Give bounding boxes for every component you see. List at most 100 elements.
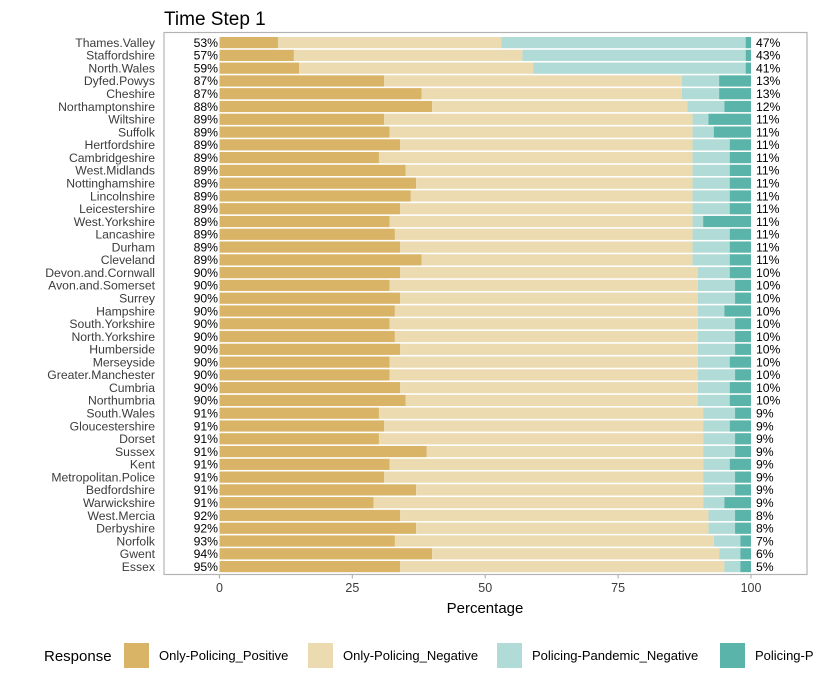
bar-segment [219, 343, 401, 355]
left-percent-label: 91% [194, 458, 219, 472]
category-label: Northumbria [88, 394, 155, 408]
bar-segment [400, 343, 698, 355]
left-percent-label: 91% [194, 483, 219, 497]
bar-segment [692, 190, 730, 202]
bar-segment [219, 113, 385, 125]
right-percent-label: 47% [756, 36, 781, 50]
bar-segment [410, 190, 693, 202]
legend-title: Response [44, 648, 112, 665]
bar-segment [400, 241, 693, 253]
right-percent-label: 12% [756, 100, 781, 114]
bar-segment [713, 535, 741, 547]
bar-segment [219, 164, 406, 176]
category-label: West.Mercia [88, 509, 156, 523]
category-label: Nottinghamshire [66, 176, 155, 190]
bar-segment [389, 279, 698, 292]
bar-segment [219, 228, 395, 240]
bar-segment [416, 522, 709, 534]
bar-segment [724, 560, 741, 573]
x-tick-label: 25 [345, 581, 359, 595]
category-label: Lincolnshire [90, 189, 155, 203]
bar-segment [394, 228, 693, 240]
bar-segment [692, 254, 730, 266]
bar-segment [400, 267, 698, 279]
bar-segment [703, 471, 736, 483]
bar-segment [697, 330, 736, 343]
left-percent-label: 89% [194, 228, 219, 242]
left-percent-label: 89% [194, 164, 219, 178]
category-label: Staffordshire [86, 49, 155, 63]
bar-segment [692, 215, 704, 228]
bar-segment [219, 126, 390, 138]
bar-segment [378, 152, 693, 164]
bar-segment [384, 75, 682, 87]
left-percent-label: 89% [194, 253, 219, 267]
bar-segment [219, 471, 385, 483]
left-percent-label: 95% [194, 560, 219, 574]
bar-segment [501, 37, 746, 49]
bar-segment [219, 420, 385, 432]
right-percent-label: 10% [756, 368, 781, 382]
bar-segment [729, 228, 751, 240]
bar-segment [703, 420, 730, 432]
right-percent-label: 10% [756, 343, 781, 357]
bar-segment [703, 407, 736, 419]
category-label: Humberside [89, 343, 155, 357]
category-label: Kent [130, 458, 156, 472]
left-percent-label: 91% [194, 496, 219, 510]
bar-segment [421, 254, 693, 266]
right-percent-label: 11% [756, 240, 780, 254]
category-label: Gwent [120, 547, 156, 561]
bar-segment [697, 318, 736, 330]
category-label: Gloucestershire [70, 419, 156, 433]
bar-segment [219, 560, 401, 573]
bar-segment [277, 37, 502, 49]
right-percent-label: 11% [756, 189, 780, 203]
left-percent-label: 89% [194, 240, 219, 254]
right-percent-label: 10% [756, 317, 781, 331]
bar-segment [219, 241, 401, 253]
right-percent-label: 5% [756, 560, 774, 574]
left-percent-label: 88% [194, 100, 219, 114]
left-percent-label: 92% [194, 522, 219, 536]
bar-segment [719, 88, 751, 100]
category-label: Dyfed.Powys [84, 74, 155, 88]
bar-segment [405, 394, 698, 407]
left-percent-label: 94% [194, 547, 219, 561]
category-label: Warwickshire [83, 496, 155, 510]
left-percent-label: 89% [194, 113, 219, 127]
bar-segment [219, 37, 278, 49]
bar-segment [708, 522, 736, 534]
right-percent-label: 13% [756, 87, 781, 101]
left-percent-label: 91% [194, 419, 219, 433]
bar-segment [703, 458, 730, 470]
left-percent-label: 89% [194, 189, 219, 203]
right-percent-label: 10% [756, 279, 781, 293]
right-percent-label: 11% [756, 253, 780, 267]
right-percent-label: 10% [756, 266, 781, 280]
left-percent-label: 89% [194, 215, 219, 229]
bar-segment [293, 49, 523, 61]
bar-segment [384, 471, 704, 483]
legend-label: Policing-P [755, 648, 814, 663]
bar-segment [729, 241, 751, 253]
legend: Only-Policing_Positive Only-Policing_Nega… [124, 643, 814, 668]
bar-segment [697, 356, 730, 368]
bar-segment [745, 49, 751, 61]
left-percent-labels: 53%57%59%87%87%88%89%89%89%89%89%89%89%8… [194, 36, 219, 574]
bar-segment [692, 139, 730, 151]
bar-segment [697, 394, 730, 407]
bar-segment [400, 509, 709, 522]
bar-segment [697, 382, 730, 394]
bar-segment [692, 113, 709, 125]
bar-segment [729, 203, 751, 215]
bar-segment [405, 164, 693, 176]
left-percent-label: 89% [194, 125, 219, 139]
bar-segment [378, 433, 704, 445]
category-label: Cumbria [109, 381, 155, 395]
bar-segment [219, 509, 401, 522]
category-label: North.Wales [88, 61, 155, 75]
bar-segment [697, 292, 736, 304]
category-label: Cambridgeshire [69, 151, 155, 165]
right-percent-label: 9% [756, 445, 774, 459]
